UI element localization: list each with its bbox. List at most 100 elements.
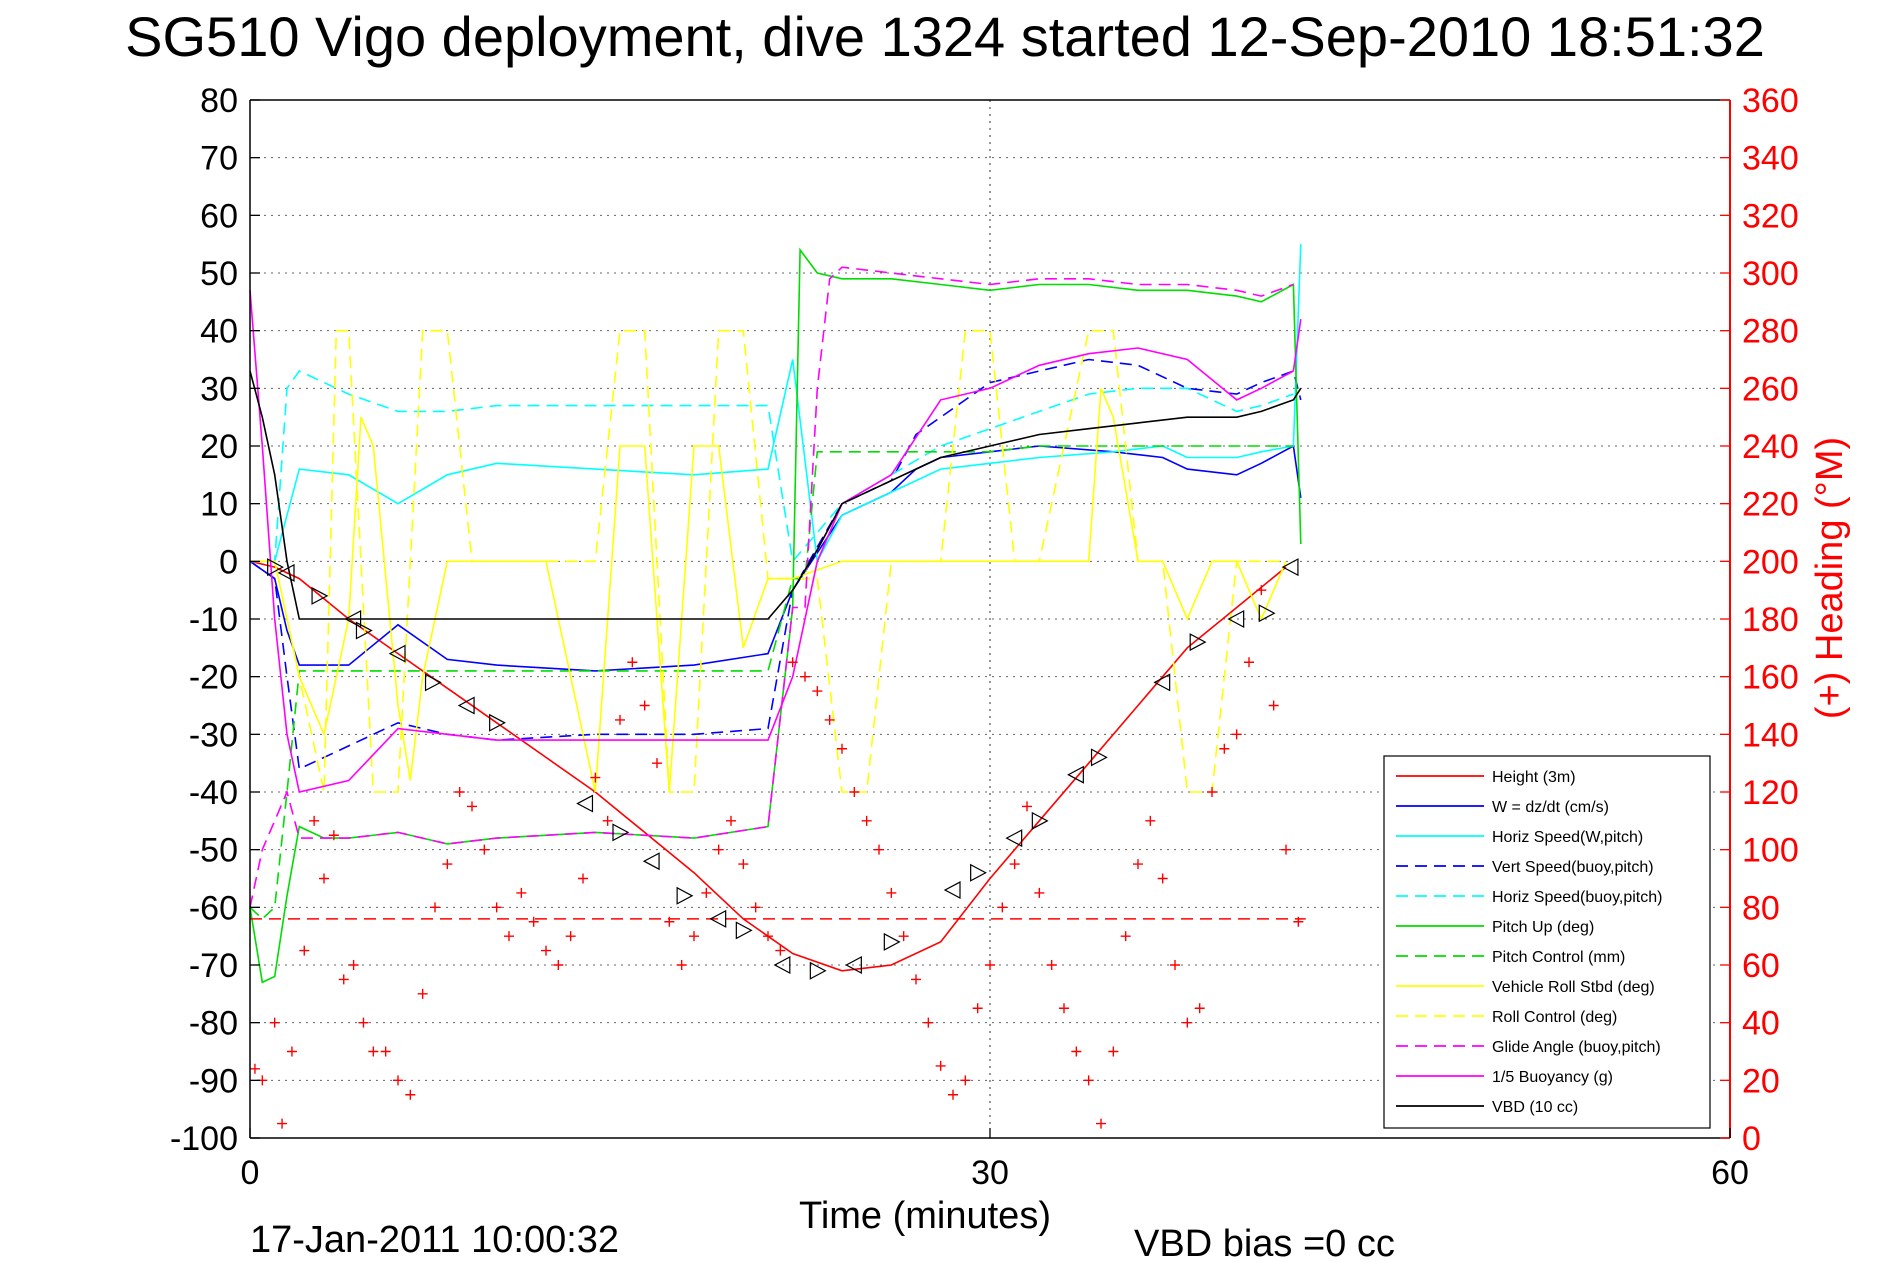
heading-point [467,801,477,812]
right-y-tick-label: 200 [1742,543,1799,581]
y-tick-label: 10 [200,486,238,524]
heading-point [541,945,551,956]
y-tick-label: -50 [189,832,238,870]
depth-marker [489,713,506,732]
heading-point [1046,960,1057,970]
depth-marker [424,673,442,692]
y-tick-label: -30 [189,716,238,754]
x-tick-label: 60 [1711,1154,1749,1192]
heading-point [269,1017,280,1028]
right-y-tick-label: 80 [1742,889,1780,927]
x-axis-label: Time (minutes) [799,1195,1051,1237]
heading-point [615,714,625,725]
depth-marker [1067,765,1084,784]
series-height-3m-line [249,560,1287,972]
heading-point [1083,1075,1094,1086]
heading-point [504,931,514,942]
right-y-tick-label: 340 [1742,140,1799,178]
depth-marker [642,852,660,871]
heading-point [286,1046,297,1057]
right-y-tick-label: 300 [1742,255,1799,293]
heading-point [1281,844,1291,855]
heading-point [960,1075,971,1086]
series-glide-angle-buoy-pitch-line [249,266,1294,908]
heading-point [787,657,798,668]
legend-label: Glide Angle (buoy,pitch) [1492,1039,1661,1056]
heading-point [590,772,601,783]
legend-label: Pitch Control (mm) [1492,949,1625,966]
heading-point [824,714,835,725]
heading-point [454,787,465,797]
heading-point [1256,585,1267,596]
heading-point [750,902,761,913]
depth-marker [612,823,630,842]
heading-point [405,1089,416,1100]
plot-area: 80706050403020100-10-20-30-40-50-60-70-8… [170,82,1799,1192]
right-y-tick-label: 20 [1742,1062,1780,1100]
heading-point [328,830,339,841]
heading-point [923,1017,934,1028]
heading-point [491,902,502,913]
heading-point [309,815,320,826]
depth-marker [943,881,961,900]
heading-point [861,815,872,826]
depth-marker [457,696,475,715]
legend-label: Horiz Speed(W,pitch) [1492,829,1643,846]
heading-point [358,1017,369,1028]
heading-point [639,700,650,711]
y-tick-label: -10 [189,601,238,639]
legend-label: Horiz Speed(buoy,pitch) [1492,889,1662,906]
depth-marker [676,886,694,905]
heading-point [299,945,310,956]
heading-point [1268,700,1279,711]
heading-point [1120,931,1131,942]
depth-marker [845,956,862,974]
right-y-tick-label: 360 [1742,82,1799,120]
heading-point [935,1060,946,1071]
depth-marker [355,621,373,640]
heading-point [800,671,810,682]
heading-point [911,974,921,985]
y-tick-label: 80 [200,82,238,120]
y-tick-label: 60 [200,197,238,235]
y-tick-label: 30 [200,370,238,408]
legend-label: Roll Control (deg) [1492,1009,1617,1026]
heading-point [689,931,699,942]
heading-point [1059,1003,1069,1014]
heading-point [701,887,712,898]
y-tick-label: 40 [200,313,238,351]
heading-point [578,873,588,884]
heading-point [1009,859,1020,870]
heading-point [1022,801,1032,812]
depth-marker [311,586,329,605]
depth-marker [344,610,362,628]
right-y-tick-label: 160 [1742,659,1799,697]
heading-point [1219,743,1230,754]
heading-point [1194,1003,1205,1014]
depth-marker [970,863,987,882]
depth-marker [576,794,594,813]
right-y-tick-label: 100 [1742,832,1799,870]
heading-point [1244,657,1254,668]
heading-point [516,887,527,898]
heading-point [1182,1017,1193,1028]
heading-point [775,945,786,956]
heading-point [1034,887,1045,898]
right-y-tick-label: 180 [1742,601,1799,639]
heading-point [997,902,1008,913]
timestamp-footer: 17-Jan-2011 10:00:32 [250,1219,619,1261]
y-tick-label: 70 [200,140,238,178]
heading-point [1071,1046,1082,1057]
heading-point [319,873,329,884]
depth-marker [1227,610,1245,628]
heading-point [565,931,576,942]
heading-point [277,1118,288,1129]
heading-point [249,1063,260,1074]
right-y-tick-label: 120 [1742,774,1799,812]
heading-point [1145,815,1156,826]
heading-point [849,787,860,797]
heading-point [417,988,428,999]
depth-marker [1258,604,1276,623]
right-y-tick-label: 220 [1742,486,1799,524]
